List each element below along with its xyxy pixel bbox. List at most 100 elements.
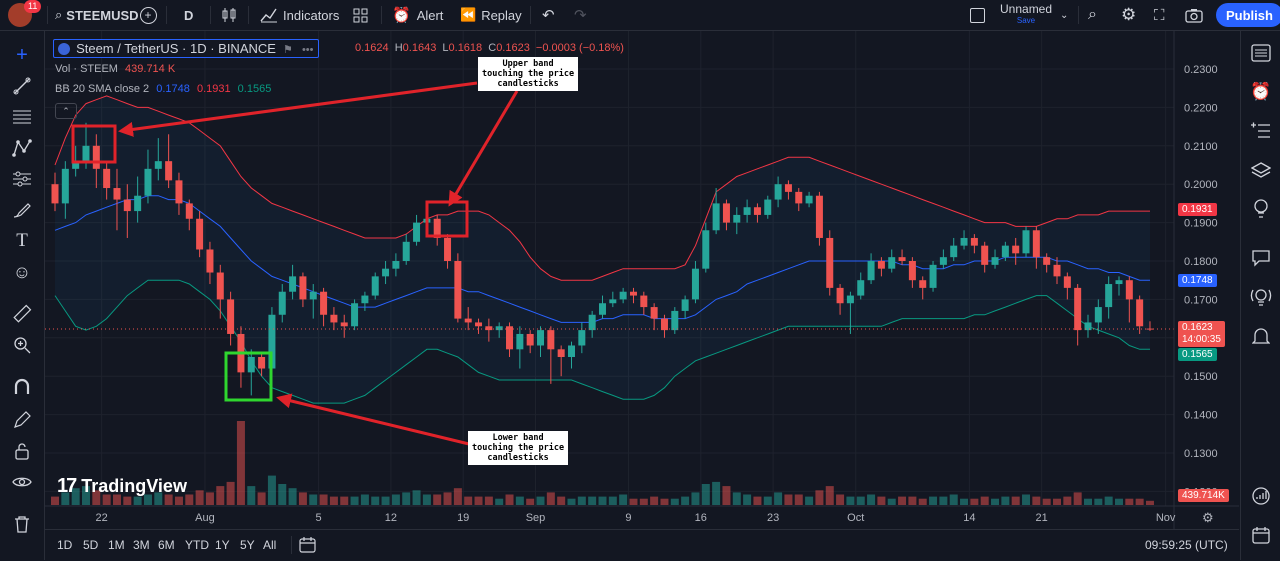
range-5y[interactable]: 5Y — [240, 538, 255, 552]
volume-bar — [650, 496, 659, 505]
magnet-tool[interactable] — [10, 375, 34, 399]
price-tick-label: 0.2000 — [1184, 179, 1218, 191]
notifications-button[interactable] — [1249, 324, 1273, 348]
volume-bar — [1104, 496, 1113, 505]
range-5d[interactable]: 5D — [83, 538, 99, 552]
candle-body — [454, 261, 462, 319]
forecast-tool[interactable] — [10, 167, 34, 191]
crosshair-icon: + — [16, 43, 28, 66]
zoom-tool[interactable] — [10, 333, 34, 357]
volume-legend[interactable]: Vol · STEEM 439.714 K — [55, 63, 175, 75]
remove-drawings-tool[interactable] — [10, 512, 34, 536]
candle-body — [640, 295, 648, 308]
last-price-value: 0.1623 — [1182, 322, 1213, 333]
candlestick — [413, 214, 421, 246]
collapse-legend-button[interactable]: ⌃ — [55, 103, 77, 119]
emoji-tool[interactable]: ☺ — [10, 260, 34, 284]
axis-settings-button[interactable]: ⚙ — [1202, 509, 1214, 527]
candle-body — [743, 207, 751, 215]
object-tree-button[interactable] — [1249, 119, 1273, 143]
chart-area[interactable]: 0.2300 0.2200 0.2100 0.2000 0.1900 0.1800 0.17… — [45, 31, 1239, 529]
watchlist-button[interactable] — [1249, 41, 1273, 65]
volume-bar — [329, 496, 338, 505]
quick-search-button[interactable]: ⌕ — [1088, 0, 1097, 30]
volume-bar — [867, 494, 876, 505]
volume-value: 439.714 K — [125, 63, 176, 75]
candlestick — [671, 307, 679, 334]
bb-legend[interactable]: BB 20 SMA close 2 0.1748 0.1931 0.1565 — [55, 83, 271, 95]
range-1m[interactable]: 1M — [108, 538, 125, 552]
range-all[interactable]: All — [263, 538, 277, 552]
chat-button[interactable] — [1249, 246, 1273, 270]
layout-name-button[interactable]: Unnamed Save — [1000, 0, 1052, 30]
chart-type-button[interactable] — [221, 0, 237, 30]
indicators-button[interactable]: Indicators — [260, 0, 339, 30]
measure-tool[interactable] — [10, 302, 34, 326]
crosshair-tool[interactable]: + — [10, 43, 34, 67]
candlestick — [733, 207, 741, 235]
candlestick — [1105, 276, 1113, 319]
range-6m[interactable]: 6M — [158, 538, 175, 552]
range-1d[interactable]: 1D — [57, 538, 73, 552]
fullscreen-button[interactable]: ⛶ — [1154, 0, 1165, 30]
lock-tool[interactable] — [10, 439, 34, 463]
candle-body — [506, 326, 514, 350]
candlestick — [722, 199, 730, 231]
replay-button[interactable]: ⏪ Replay — [460, 0, 522, 30]
candlestick — [650, 303, 658, 331]
candlestick — [939, 249, 947, 269]
user-avatar[interactable]: 11 — [8, 0, 42, 30]
candle-body — [258, 357, 266, 369]
candlestick — [764, 195, 772, 219]
tradingview-watermark[interactable]: 17 TradingView — [57, 475, 187, 498]
volume-bar — [598, 496, 607, 505]
candlestick — [950, 237, 958, 261]
compare-button[interactable]: + — [138, 0, 158, 30]
fib-tool[interactable] — [10, 105, 34, 129]
stay-in-drawing-tool[interactable] — [10, 408, 34, 432]
volume-bar — [546, 492, 555, 505]
candle-body — [516, 333, 524, 350]
price-chart[interactable]: 0.2300 0.2200 0.2100 0.2000 0.1900 0.1800 0.17… — [45, 31, 1239, 529]
streams-button[interactable] — [1249, 285, 1273, 309]
hide-drawings-tool[interactable] — [10, 470, 34, 494]
snapshot-button[interactable] — [1185, 0, 1203, 30]
time-tick-label: 5 — [316, 512, 322, 524]
volume-bar — [1001, 496, 1010, 505]
redo-button[interactable]: ↷ — [574, 0, 587, 30]
trend-line-tool[interactable] — [10, 74, 34, 98]
candlestick — [681, 295, 689, 319]
goto-date-button[interactable] — [299, 536, 316, 558]
symbol-legend[interactable]: Steem / TetherUS · 1D · BINANCE ⚑ ••• — [53, 39, 319, 58]
symbol-search[interactable]: ⌕ STEEMUSD — [55, 0, 139, 30]
pattern-tool[interactable] — [10, 136, 34, 160]
volume-bar — [980, 496, 989, 505]
layout-checkbox[interactable] — [970, 0, 985, 30]
avatar[interactable]: 11 — [8, 0, 42, 27]
range-ytd[interactable]: YTD — [185, 538, 209, 552]
brush-tool[interactable] — [10, 198, 34, 222]
alerts-panel-button[interactable]: ⏰ — [1249, 80, 1273, 104]
templates-button[interactable] — [353, 0, 368, 30]
range-1y[interactable]: 1Y — [215, 538, 230, 552]
text-tool[interactable]: T — [10, 229, 34, 253]
candle-body — [846, 295, 854, 304]
utc-clock[interactable]: 09:59:25 (UTC) — [1145, 538, 1228, 552]
candlestick — [402, 234, 410, 265]
undo-button[interactable]: ↶ — [542, 0, 555, 30]
layers-button[interactable] — [1249, 158, 1273, 182]
undo-icon: ↶ — [542, 7, 555, 24]
ideas-button[interactable] — [1249, 197, 1273, 221]
help-button[interactable] — [1249, 484, 1273, 508]
fullscreen-icon: ⛶ — [1154, 6, 1165, 24]
range-3m[interactable]: 3M — [133, 538, 150, 552]
gear-icon: ⚙ — [1202, 510, 1214, 525]
publish-button[interactable]: Publish — [1216, 3, 1280, 27]
candlestick — [568, 341, 575, 369]
calendar-button[interactable] — [1249, 523, 1273, 547]
alert-button[interactable]: ⏰ Alert — [392, 0, 443, 30]
layout-menu-button[interactable]: ⌄ — [1060, 0, 1068, 30]
settings-button[interactable]: ⚙ — [1121, 0, 1136, 30]
time-tick-label: 14 — [963, 512, 975, 524]
interval-button[interactable]: D — [184, 0, 193, 30]
